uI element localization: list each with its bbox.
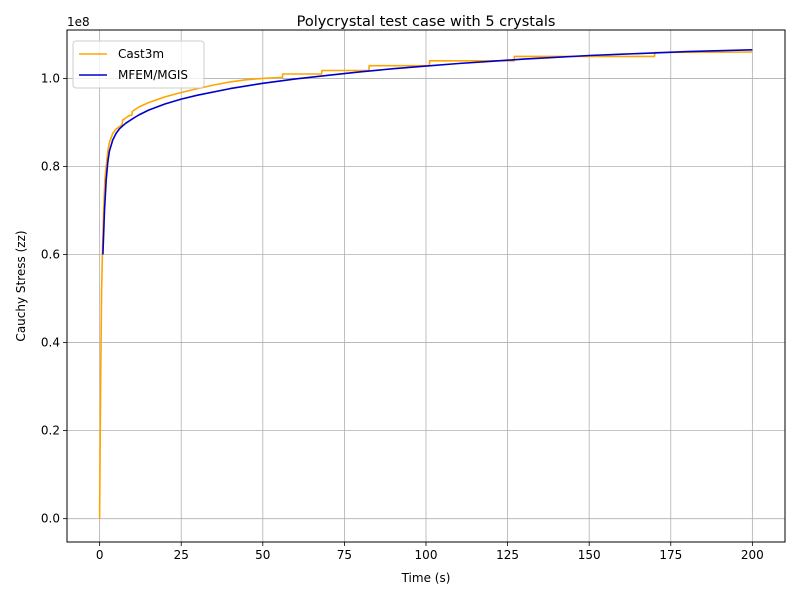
y-tick-label: 0.0 — [41, 512, 60, 526]
x-tick-label: 200 — [741, 548, 764, 562]
y-tick-label: 0.8 — [41, 159, 60, 173]
x-tick-label: 0 — [96, 548, 104, 562]
legend: Cast3m MFEM/MGIS — [72, 40, 205, 89]
y-tick-label: 0.6 — [41, 248, 60, 262]
grid-layer — [67, 30, 785, 542]
tick-layer: 0 25 50 75 100 125 150 175 200 0.0 0.2 0.4 0.6 0.8 1.0 — [41, 71, 764, 562]
x-tick-label: 75 — [337, 548, 352, 562]
x-tick-label: 175 — [659, 548, 682, 562]
legend-box — [72, 40, 205, 89]
legend-label-mfem-mgis: MFEM/MGIS — [118, 68, 188, 82]
x-axis-label: Time (s) — [401, 571, 451, 585]
x-tick-label: 125 — [496, 548, 519, 562]
series-layer — [98, 49, 753, 519]
y-axis-label: Cauchy Stress (zz) — [14, 230, 28, 341]
y-offset-label: 1e8 — [67, 15, 90, 29]
x-tick-label: 25 — [174, 548, 189, 562]
series-line-mfem-mgis — [102, 49, 753, 255]
x-tick-label: 100 — [415, 548, 438, 562]
legend-label-cast3m: Cast3m — [118, 47, 164, 61]
x-tick-label: 150 — [578, 548, 601, 562]
y-tick-label: 0.4 — [41, 336, 60, 350]
y-tick-label: 1.0 — [41, 71, 60, 85]
x-tick-label: 50 — [255, 548, 270, 562]
chart-title: Polycrystal test case with 5 crystals — [297, 14, 556, 30]
y-tick-label: 0.2 — [41, 424, 60, 438]
series-line-cast3m — [98, 51, 753, 519]
